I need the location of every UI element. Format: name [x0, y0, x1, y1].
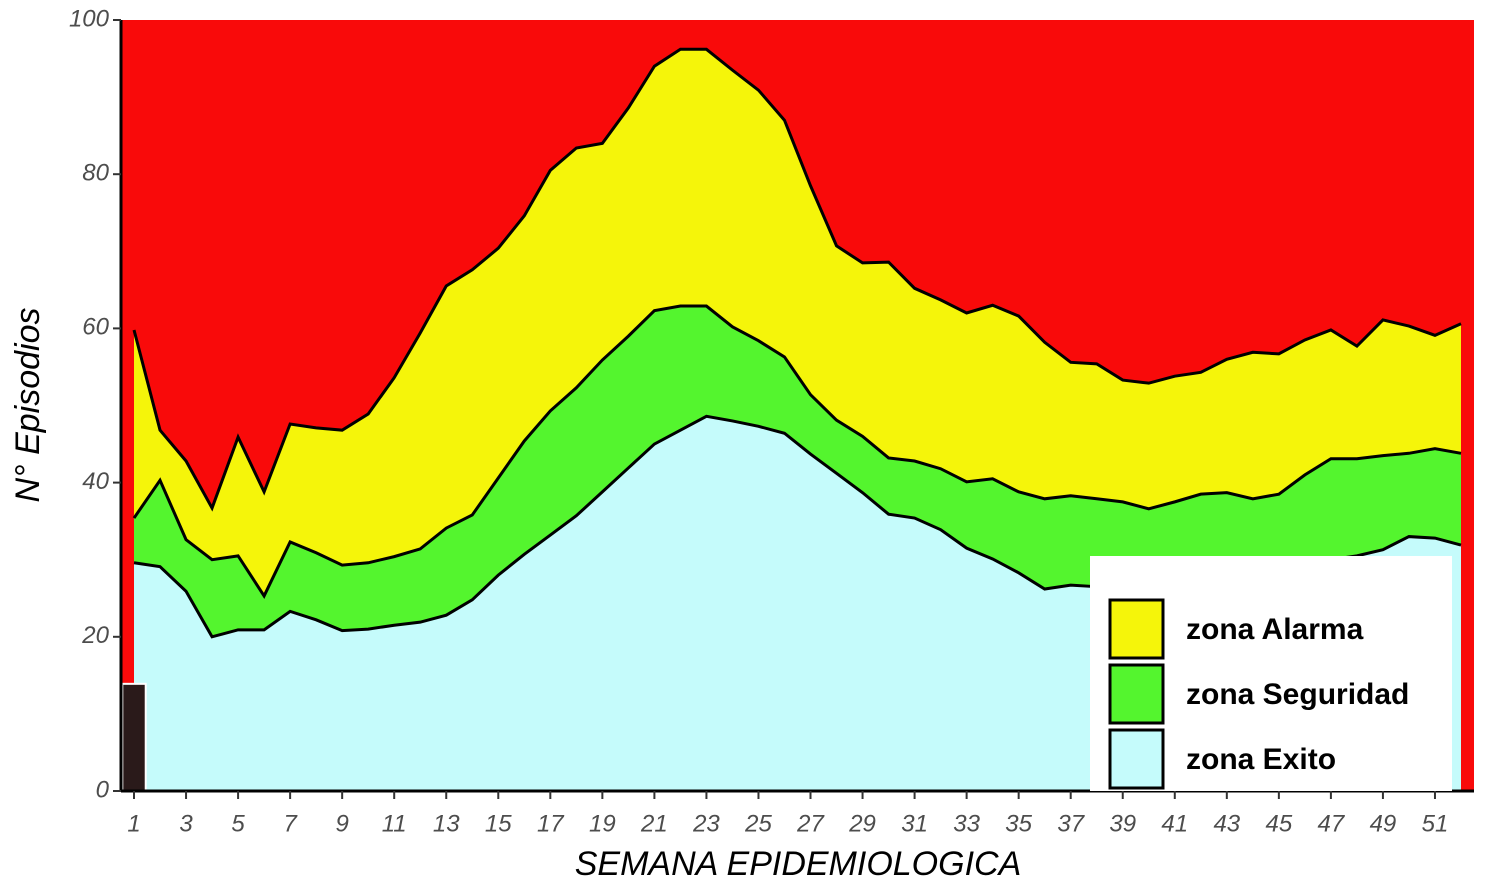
legend-label: zona Alarma [1186, 613, 1364, 646]
x-tick-label: 27 [796, 810, 825, 837]
x-tick-label: 7 [283, 810, 298, 837]
legend: zona Alarma zona Seguridad zona Exito [1090, 556, 1452, 791]
x-tick-label: 31 [901, 810, 928, 837]
x-tick-label: 11 [382, 810, 407, 837]
legend-key [1108, 598, 1165, 660]
x-tick-label: 45 [1266, 810, 1293, 837]
legend-key [1108, 728, 1165, 790]
x-tick-label: 23 [692, 810, 720, 837]
x-tick-label: 47 [1318, 810, 1346, 837]
x-tick-label: 35 [1005, 810, 1032, 837]
x-tick-label: 43 [1213, 810, 1240, 837]
x-tick-label: 39 [1109, 810, 1136, 837]
area-line [132, 304, 1462, 599]
x-tick-label: 1 [127, 810, 140, 837]
x-tick-label: 17 [537, 810, 565, 837]
x-tick-label: 25 [744, 810, 772, 837]
x-tick-label: 19 [589, 810, 616, 837]
x-tick-label: 33 [953, 810, 980, 837]
y-tick-label: 80 [82, 160, 109, 187]
x-tick-label: 21 [640, 810, 668, 837]
y-tick-label: 100 [69, 5, 110, 32]
y-tick-label: 60 [82, 314, 109, 341]
x-tick-label: 15 [485, 810, 512, 837]
x-tick-label: 41 [1161, 810, 1188, 837]
x-tick-label: 37 [1057, 810, 1085, 837]
legend-label: zona Exito [1186, 743, 1336, 776]
y-tick-label: 0 [96, 776, 110, 803]
y-tick-label: 20 [81, 622, 109, 649]
legend-key [1108, 663, 1165, 725]
y-tick-label: 40 [82, 468, 109, 495]
x-tick-label: 29 [848, 810, 876, 837]
x-tick-label: 9 [335, 810, 348, 837]
area-line [132, 47, 1462, 512]
y-axis-title: N° Episodios [9, 307, 47, 502]
x-tick-label: 13 [433, 810, 460, 837]
x-tick-label: 3 [179, 810, 193, 837]
bar [121, 682, 147, 792]
legend-label: zona Seguridad [1186, 678, 1409, 711]
x-axis-title: SEMANA EPIDEMIOLOGICA [575, 845, 1022, 883]
x-tick-label: 49 [1370, 810, 1397, 837]
x-tick-label: 5 [231, 810, 245, 837]
x-tick-label: 51 [1422, 810, 1449, 837]
